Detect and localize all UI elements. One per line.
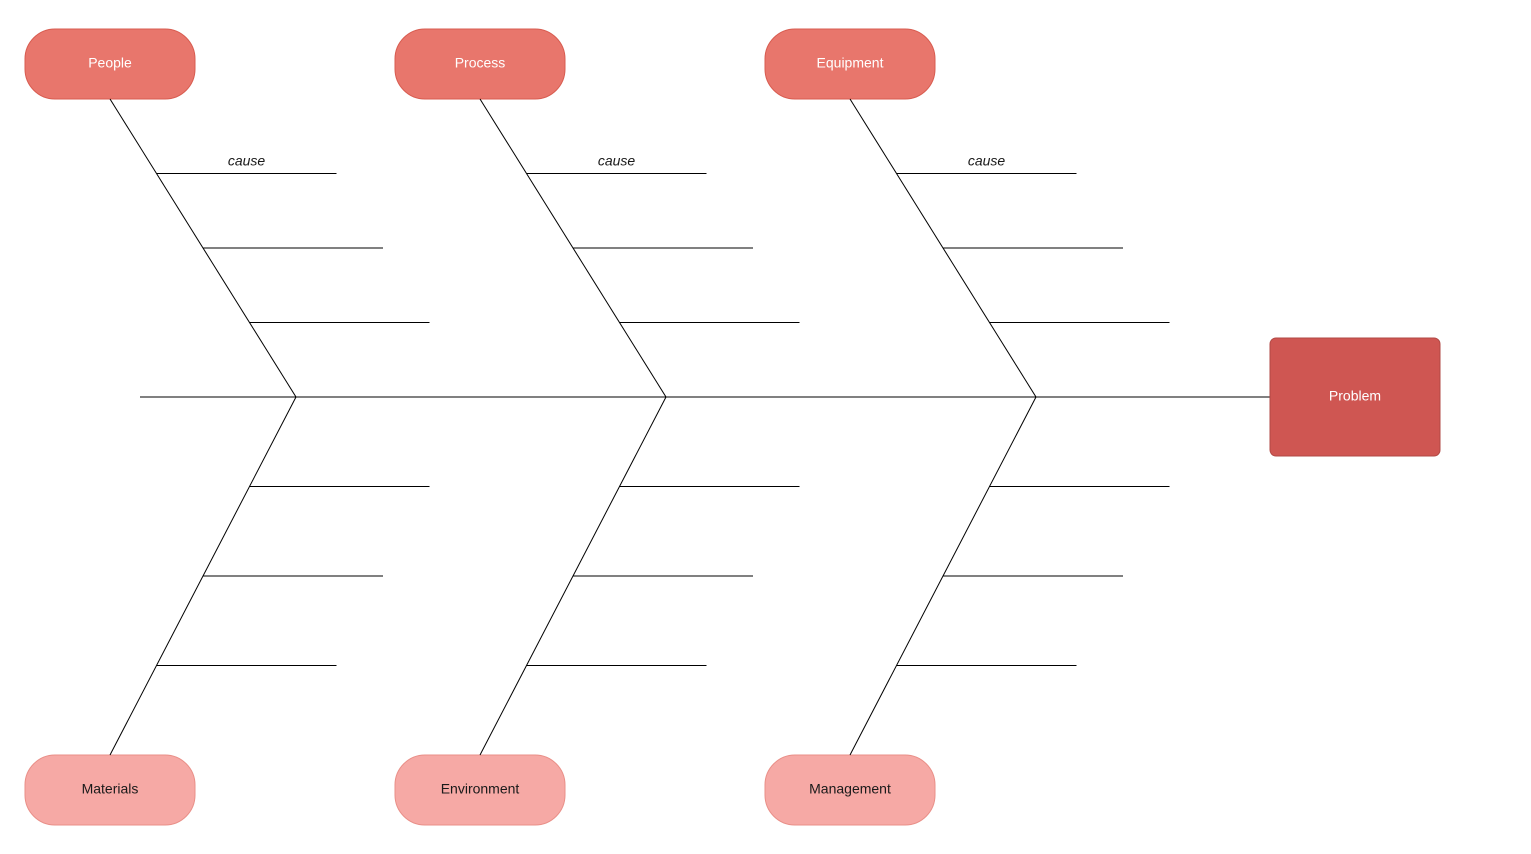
category-label: Equipment	[817, 55, 884, 71]
problem-label: Problem	[1329, 388, 1381, 404]
category-label: People	[88, 55, 132, 71]
cause-label: cause	[598, 153, 636, 169]
fishbone-diagram: Problem People cause Process cause Equipment c…	[0, 0, 1531, 854]
cause-label: cause	[228, 153, 266, 169]
category-label: Management	[809, 781, 891, 797]
category-label: Materials	[82, 781, 139, 797]
cause-label: cause	[968, 153, 1006, 169]
category-label: Environment	[441, 781, 520, 797]
category-label: Process	[455, 55, 506, 71]
